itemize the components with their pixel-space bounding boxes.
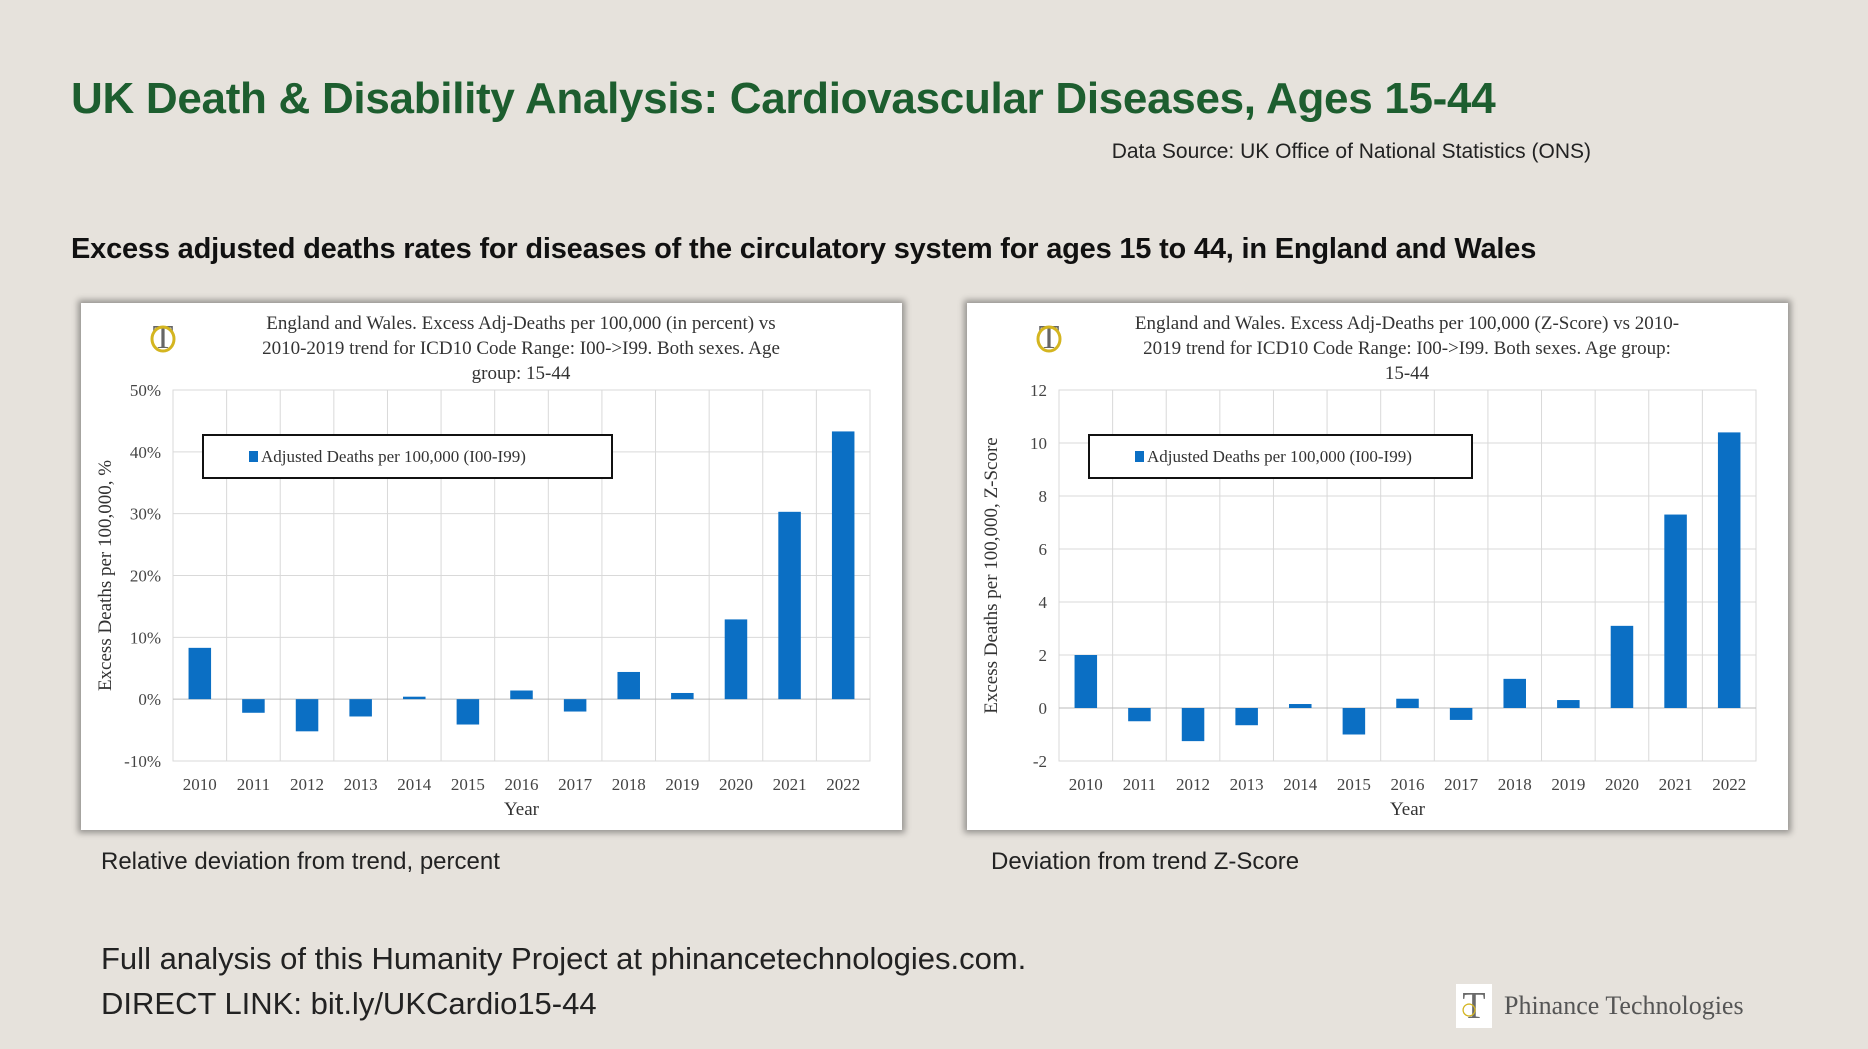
x-tick-label: 2021 xyxy=(1659,775,1693,794)
bar-2011 xyxy=(1128,708,1151,722)
x-tick-label: 2010 xyxy=(183,775,217,794)
legend-box xyxy=(1088,434,1473,479)
bar-2012 xyxy=(1181,708,1205,742)
chart-title-line: 2010-2019 trend for ICD10 Code Range: I0… xyxy=(262,338,780,359)
x-axis-label: Year xyxy=(504,799,540,820)
bar-2022 xyxy=(1717,432,1741,708)
bar-2020 xyxy=(724,619,748,700)
bar-2010 xyxy=(1074,655,1098,708)
x-axis-label: Year xyxy=(1390,799,1426,820)
y-tick-label: 0 xyxy=(1039,699,1048,718)
y-tick-label: 6 xyxy=(1039,540,1048,559)
y-axis-label: Excess Deaths per 100,000, % xyxy=(95,460,116,691)
x-tick-label: 2013 xyxy=(344,775,378,794)
bar-2013 xyxy=(349,699,372,717)
x-tick-label: 2017 xyxy=(558,775,593,794)
x-tick-label: 2015 xyxy=(451,775,485,794)
x-tick-label: 2010 xyxy=(1069,775,1103,794)
bar-2019 xyxy=(671,692,694,700)
x-tick-label: 2022 xyxy=(826,775,860,794)
x-tick-label: 2021 xyxy=(773,775,807,794)
chart-title-line: England and Wales. Excess Adj-Deaths per… xyxy=(1135,313,1679,334)
x-tick-label: 2017 xyxy=(1444,775,1479,794)
x-tick-label: 2015 xyxy=(1337,775,1371,794)
bar-2015 xyxy=(456,699,480,725)
legend-label: Adjusted Deaths per 100,000 (I00-I99) xyxy=(1147,447,1412,466)
x-tick-label: 2022 xyxy=(1712,775,1746,794)
y-tick-label: 10% xyxy=(130,628,161,647)
x-tick-label: 2016 xyxy=(505,775,539,794)
chart-percent: T England and Wales. Excess Adj-Deaths pe… xyxy=(81,303,902,830)
y-tick-label: 8 xyxy=(1039,487,1048,506)
phi-logo-icon: T ○ xyxy=(1456,984,1492,1028)
y-tick-label: 50% xyxy=(130,381,161,400)
bar-2017 xyxy=(563,699,587,712)
y-tick-label: -10% xyxy=(124,752,161,771)
chart-percent-svg: T England and Wales. Excess Adj-Deaths pe… xyxy=(95,313,871,820)
x-tick-label: 2014 xyxy=(1283,775,1318,794)
bar-2014 xyxy=(1289,704,1312,708)
bar-2016 xyxy=(510,690,533,700)
legend-swatch xyxy=(249,451,258,462)
x-tick-label: 2012 xyxy=(290,775,324,794)
bar-2019 xyxy=(1557,700,1580,708)
y-tick-label: 0% xyxy=(138,690,161,709)
bar-2013 xyxy=(1235,708,1258,726)
y-tick-label: -2 xyxy=(1033,752,1047,771)
bar-2010 xyxy=(188,647,212,700)
bar-2017 xyxy=(1449,708,1473,720)
bar-2021 xyxy=(778,511,801,700)
x-tick-label: 2013 xyxy=(1230,775,1264,794)
bar-2021 xyxy=(1664,514,1687,708)
chart-title-line: England and Wales. Excess Adj-Deaths per… xyxy=(266,313,775,334)
bar-2018 xyxy=(617,671,640,700)
x-tick-label: 2016 xyxy=(1391,775,1425,794)
x-tick-label: 2011 xyxy=(237,775,270,794)
y-tick-label: 4 xyxy=(1039,593,1048,612)
y-tick-label: 30% xyxy=(130,505,161,524)
legend-label: Adjusted Deaths per 100,000 (I00-I99) xyxy=(261,447,526,466)
bar-2014 xyxy=(403,696,426,700)
chart-title-line: 2019 trend for ICD10 Code Range: I00->I9… xyxy=(1143,338,1671,359)
phi-logo-ring xyxy=(1036,325,1062,353)
section-heading: Excess adjusted deaths rates for disease… xyxy=(71,233,1537,265)
x-tick-label: 2014 xyxy=(397,775,432,794)
chart-title-line: group: 15-44 xyxy=(472,363,571,384)
y-tick-label: 12 xyxy=(1030,381,1047,400)
bar-2015 xyxy=(1342,708,1366,735)
x-tick-label: 2019 xyxy=(665,775,699,794)
brand-logo: T ○ Phinance Technologies xyxy=(1456,984,1744,1028)
x-tick-label: 2018 xyxy=(1498,775,1532,794)
bar-2018 xyxy=(1503,678,1526,708)
data-source: Data Source: UK Office of National Stati… xyxy=(1111,140,1591,163)
y-tick-label: 20% xyxy=(130,567,161,586)
y-tick-label: 10 xyxy=(1030,434,1047,453)
phi-logo-ring xyxy=(150,325,176,353)
footer-direct-link[interactable]: DIRECT LINK: bit.ly/UKCardio15-44 xyxy=(101,986,597,1021)
y-axis-label: Excess Deaths per 100,000, Z-Score xyxy=(981,437,1002,713)
brand-name: Phinance Technologies xyxy=(1504,991,1744,1020)
x-tick-label: 2018 xyxy=(612,775,646,794)
bar-2016 xyxy=(1396,698,1419,708)
chart-zscore-svg: T England and Wales. Excess Adj-Deaths pe… xyxy=(981,313,1757,820)
x-tick-label: 2020 xyxy=(1605,775,1639,794)
caption-percent: Relative deviation from trend, percent xyxy=(101,848,500,875)
x-tick-label: 2011 xyxy=(1123,775,1156,794)
bar-2020 xyxy=(1610,625,1634,708)
legend-box xyxy=(202,434,613,479)
x-tick-label: 2012 xyxy=(1176,775,1210,794)
x-tick-label: 2020 xyxy=(719,775,753,794)
legend-swatch xyxy=(1135,451,1144,462)
y-tick-label: 40% xyxy=(130,443,161,462)
bar-2012 xyxy=(295,699,319,732)
y-tick-label: 2 xyxy=(1039,646,1048,665)
caption-zscore: Deviation from trend Z-Score xyxy=(991,848,1300,875)
bar-2011 xyxy=(242,699,265,713)
chart-zscore: T England and Wales. Excess Adj-Deaths pe… xyxy=(967,303,1788,830)
page-title: UK Death & Disability Analysis: Cardiova… xyxy=(71,74,1496,123)
footer-analysis-text: Full analysis of this Humanity Project a… xyxy=(101,941,1027,976)
x-tick-label: 2019 xyxy=(1551,775,1585,794)
bar-2022 xyxy=(831,431,855,700)
chart-title-line: 15-44 xyxy=(1385,363,1430,384)
